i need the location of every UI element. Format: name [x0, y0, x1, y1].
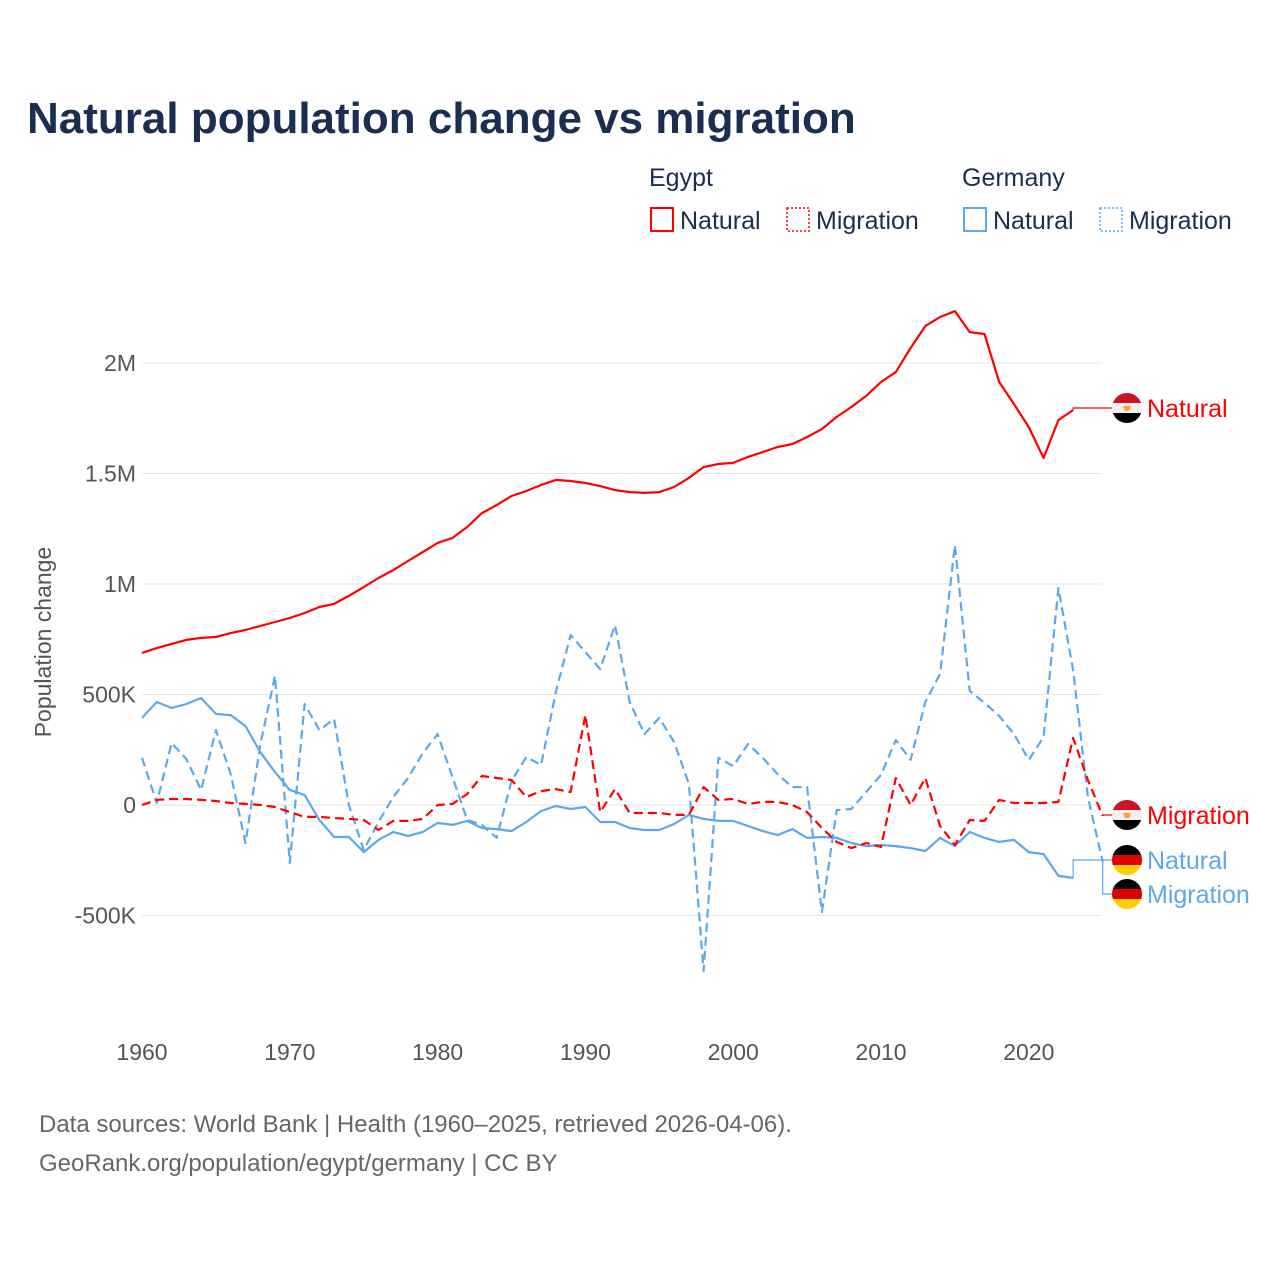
- x-tick-label: 2020: [1003, 1039, 1054, 1065]
- x-tick-label: 1980: [412, 1039, 463, 1065]
- y-tick-label: 1M: [104, 571, 136, 597]
- x-ticks: 1960 1970 1980 1990 2000 2010 2020: [116, 1039, 1054, 1065]
- legend-swatch-germany-migration[interactable]: [1099, 207, 1123, 232]
- footer-credit: GeoRank.org/population/egypt/germany | C…: [39, 1150, 558, 1177]
- x-tick-label: 2000: [708, 1039, 759, 1065]
- x-tick-label: 1970: [264, 1039, 315, 1065]
- x-tick-label: 1990: [560, 1039, 611, 1065]
- series-line-egypt-natural[interactable]: [141, 310, 1074, 655]
- legend-group-germany: Germany: [962, 164, 1065, 192]
- end-label-connector: [1102, 862, 1112, 895]
- flag-egypt-icon: [1112, 393, 1142, 423]
- series-line-germany-natural[interactable]: [141, 696, 1074, 879]
- legend-group-egypt: Egypt: [649, 164, 713, 192]
- y-tick-label: 2M: [104, 350, 136, 376]
- legend-label-germany-natural[interactable]: Natural: [993, 207, 1074, 235]
- series-line-egypt-migration[interactable]: [141, 713, 1104, 850]
- y-tick-label: -500K: [75, 903, 137, 929]
- end-label-germany-natural: Natural: [1147, 847, 1228, 875]
- x-tick-label: 1960: [116, 1039, 167, 1065]
- y-ticks: -500K 0 500K 1M 1.5M 2M: [75, 350, 137, 929]
- chart-title: Natural population change vs migration: [27, 94, 856, 143]
- legend-label-egypt-migration[interactable]: Migration: [816, 207, 919, 235]
- y-tick-label: 1.5M: [85, 461, 136, 487]
- end-label-egypt-migration: Migration: [1147, 802, 1250, 830]
- x-tick-label: 2010: [855, 1039, 906, 1065]
- y-tick-label: 0: [123, 792, 136, 818]
- flag-germany-icon: [1112, 879, 1142, 909]
- y-tick-label: 500K: [82, 682, 136, 708]
- end-labels: Natural Migration Natural Migration: [1072, 393, 1250, 909]
- y-axis-label: Population change: [30, 547, 56, 738]
- legend-swatch-egypt-natural[interactable]: [650, 207, 674, 232]
- end-label-connector: [1102, 814, 1112, 817]
- end-label-connector: [1072, 859, 1112, 878]
- flag-germany-icon: [1112, 845, 1142, 875]
- legend-swatch-egypt-migration[interactable]: [786, 207, 810, 232]
- footer-source: Data sources: World Bank | Health (1960–…: [39, 1111, 792, 1138]
- end-label-egypt-natural: Natural: [1147, 395, 1228, 423]
- flag-egypt-icon: [1112, 800, 1142, 830]
- series-line-germany-migration[interactable]: [140, 543, 1104, 973]
- end-label-connector: [1072, 407, 1112, 411]
- end-label-germany-migration: Migration: [1147, 881, 1250, 909]
- grid: [142, 362, 1102, 916]
- series-lines: [140, 310, 1104, 973]
- legend-label-germany-migration[interactable]: Migration: [1129, 207, 1232, 235]
- legend-swatch-germany-natural[interactable]: [963, 207, 987, 232]
- legend-label-egypt-natural[interactable]: Natural: [680, 207, 761, 235]
- legend: Egypt Germany Natural Migration Natural …: [649, 164, 1232, 235]
